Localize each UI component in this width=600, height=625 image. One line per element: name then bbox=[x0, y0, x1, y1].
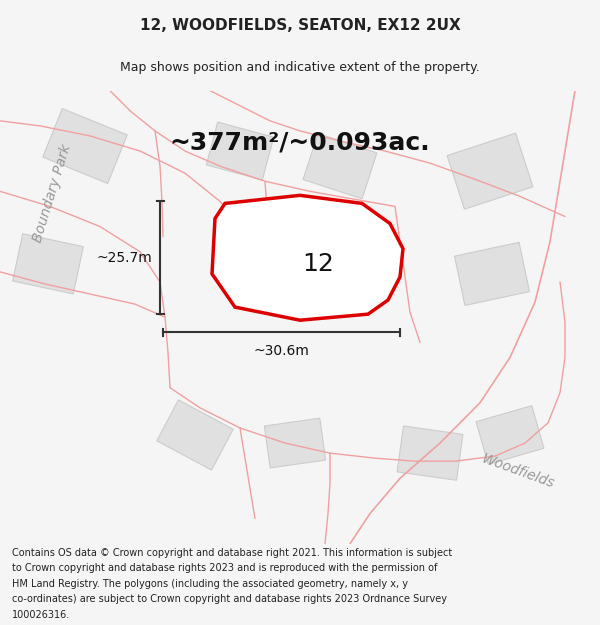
Text: Woodfields: Woodfields bbox=[479, 452, 556, 491]
Polygon shape bbox=[251, 209, 339, 285]
Text: co-ordinates) are subject to Crown copyright and database rights 2023 Ordnance S: co-ordinates) are subject to Crown copyr… bbox=[12, 594, 447, 604]
Text: Map shows position and indicative extent of the property.: Map shows position and indicative extent… bbox=[120, 61, 480, 74]
Polygon shape bbox=[455, 242, 529, 306]
Text: to Crown copyright and database rights 2023 and is reproduced with the permissio: to Crown copyright and database rights 2… bbox=[12, 563, 437, 573]
Text: 100026316.: 100026316. bbox=[12, 609, 70, 619]
Text: Contains OS data © Crown copyright and database right 2021. This information is : Contains OS data © Crown copyright and d… bbox=[12, 548, 452, 558]
Polygon shape bbox=[43, 109, 127, 184]
Text: Boundary Park: Boundary Park bbox=[31, 142, 74, 244]
Polygon shape bbox=[212, 196, 403, 320]
Polygon shape bbox=[13, 234, 83, 294]
Text: ~377m²/~0.093ac.: ~377m²/~0.093ac. bbox=[170, 131, 430, 155]
Text: ~30.6m: ~30.6m bbox=[254, 344, 310, 358]
Text: 12: 12 bbox=[302, 252, 334, 276]
Polygon shape bbox=[206, 122, 274, 180]
Polygon shape bbox=[265, 418, 326, 468]
Polygon shape bbox=[303, 134, 377, 199]
Text: HM Land Registry. The polygons (including the associated geometry, namely x, y: HM Land Registry. The polygons (includin… bbox=[12, 579, 408, 589]
Polygon shape bbox=[476, 406, 544, 464]
Text: ~25.7m: ~25.7m bbox=[96, 251, 152, 265]
Polygon shape bbox=[397, 426, 463, 480]
Text: 12, WOODFIELDS, SEATON, EX12 2UX: 12, WOODFIELDS, SEATON, EX12 2UX bbox=[140, 18, 460, 33]
Polygon shape bbox=[447, 133, 533, 209]
Polygon shape bbox=[157, 400, 233, 470]
